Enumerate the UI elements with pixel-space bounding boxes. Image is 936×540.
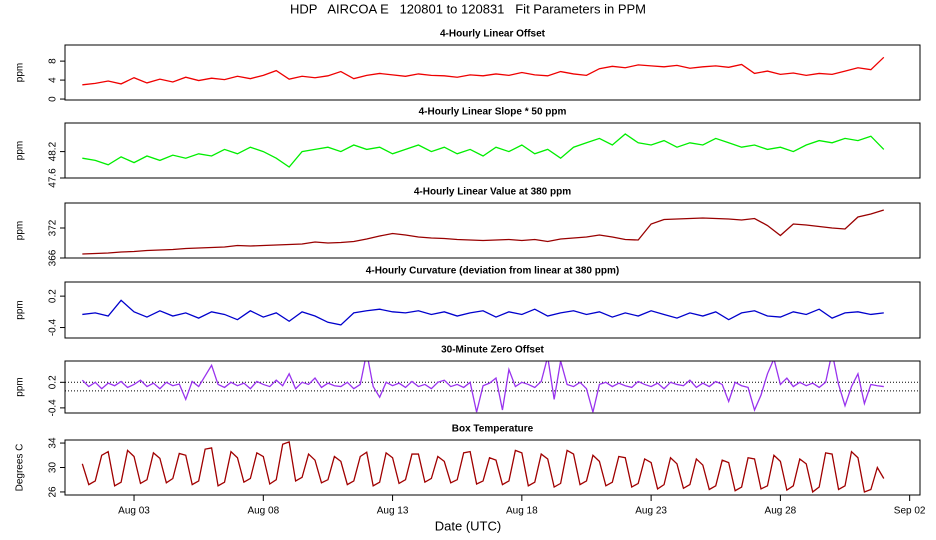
x-tick-label: Aug 23 (635, 506, 667, 517)
x-axis-label: Date (UTC) (435, 518, 501, 533)
x-tick-label: Aug 28 (765, 506, 797, 517)
y-axis-label: ppm (15, 63, 26, 82)
y-tick-label: 4 (48, 77, 59, 83)
y-tick-label: 48.2 (48, 141, 59, 161)
panel-title: 4-Hourly Linear Offset (440, 29, 546, 40)
panel-title: Box Temperature (452, 424, 534, 435)
data-line (81, 440, 885, 494)
panel: 4-Hourly Linear Offset ppm 0 4 8 (15, 29, 921, 102)
panel-title: 4-Hourly Linear Slope * 50 ppm (419, 107, 567, 118)
y-tick-label: 0.2 (48, 289, 59, 303)
y-tick-label: 0 (48, 96, 59, 102)
plot-frame (64, 439, 921, 496)
plot-frame (64, 281, 921, 339)
x-tick-label: Aug 13 (377, 506, 409, 517)
panel: 4-Hourly Curvature (deviation from linea… (15, 266, 921, 339)
y-axis-label: ppm (15, 377, 26, 396)
y-tick-label: 47.6 (48, 168, 59, 188)
data-line (82, 209, 884, 255)
y-axis-label: ppm (15, 300, 26, 319)
y-axis-label: ppm (15, 141, 26, 160)
y-axis-label: ppm (15, 221, 26, 240)
y-tick-label: 30 (48, 462, 59, 474)
x-tick-label: Aug 03 (118, 506, 150, 517)
plot-frame (64, 44, 921, 101)
y-tick-label: 26 (48, 486, 59, 498)
data-line (81, 361, 884, 413)
panel: 4-Hourly Linear Slope * 50 ppm ppm 47.6 48.… (15, 107, 921, 188)
y-tick-label: 8 (48, 58, 59, 64)
panel-title: 30-Minute Zero Offset (441, 345, 544, 356)
plot-frame (64, 122, 921, 179)
plot-frame (64, 360, 921, 414)
y-tick-label: 366 (48, 249, 59, 266)
plot-frame (64, 202, 921, 259)
x-tick-label: Aug 08 (247, 506, 279, 517)
panel-title: 4-Hourly Curvature (deviation from linea… (366, 266, 619, 277)
y-tick-label: -0.4 (48, 399, 59, 417)
x-tick-label: Aug 18 (506, 506, 538, 517)
panel: Box Temperature Degrees C 26 30 34 (15, 424, 921, 498)
y-tick-label: 0.2 (48, 375, 59, 389)
y-axis-label: Degrees C (15, 444, 26, 492)
y-tick-label: 34 (48, 437, 59, 449)
panel: 4-Hourly Linear Value at 380 ppm ppm 366 37… (15, 187, 921, 266)
x-tick-label: Sep 02 (894, 506, 926, 517)
data-line (82, 56, 885, 86)
data-line (82, 299, 884, 326)
y-tick-label: 372 (48, 219, 59, 236)
main-title: HDP AIRCOA E 120801 to 120831 Fit Parame… (290, 1, 646, 16)
y-tick-label: -0.4 (48, 318, 59, 336)
panel-title: 4-Hourly Linear Value at 380 ppm (414, 187, 571, 198)
data-line (82, 133, 885, 168)
panel: 30-Minute Zero Offset ppm -0.4 0.2 (15, 345, 921, 417)
